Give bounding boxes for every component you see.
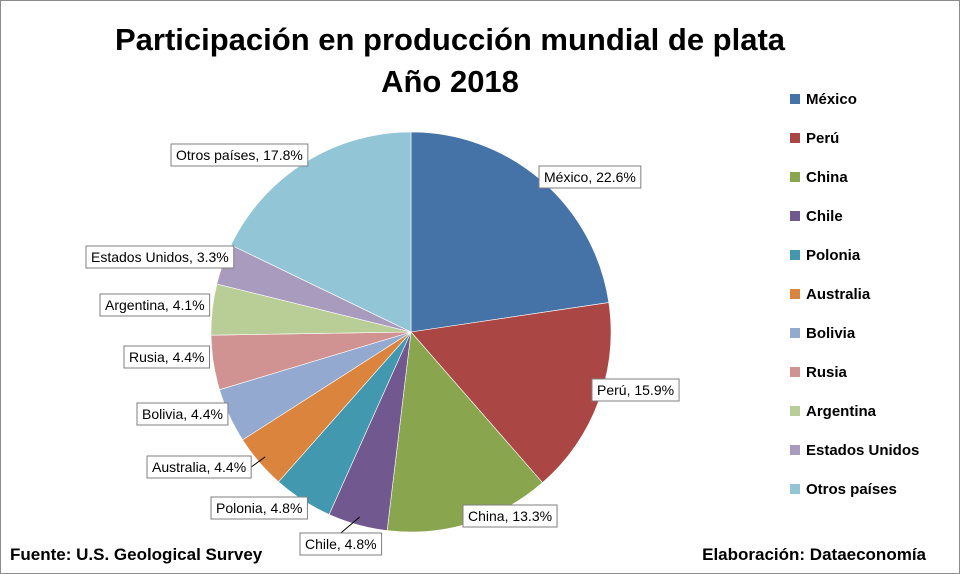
legend-swatch (790, 484, 800, 494)
data-label-box-3 (462, 504, 558, 528)
legend-label: Chile (806, 207, 843, 225)
legend-swatch (790, 133, 800, 143)
data-label-box-10 (85, 245, 235, 269)
data-label-box-11 (170, 143, 309, 167)
leader-line-6 (250, 456, 266, 468)
legend-swatch (790, 250, 800, 260)
chart-subtitle: Año 2018 (381, 64, 519, 99)
data-label-6: Australia, 4.4% (152, 459, 246, 475)
legend-item-6: Australia (790, 283, 870, 305)
legend-label: México (806, 90, 857, 108)
legend-item-4: Chile (790, 205, 843, 227)
data-label-box-9 (99, 293, 211, 317)
data-label-3: China, 13.3% (468, 508, 552, 524)
data-label-1: México, 22.6% (544, 169, 636, 185)
data-label-box-2 (591, 378, 680, 402)
data-label-4: Chile, 4.8% (305, 536, 377, 552)
legend-item-9: Argentina (790, 400, 876, 422)
credit-note: Elaboración: Dataeconomía (702, 545, 926, 564)
legend-label: Polonia (806, 246, 861, 264)
data-label-box-6 (146, 455, 252, 479)
data-label-box-1 (538, 165, 642, 189)
legend-item-7: Bolivia (790, 322, 855, 344)
legend-item-10: Estados Unidos (790, 439, 919, 461)
legend-label: Estados Unidos (806, 441, 920, 459)
legend-swatch (790, 94, 800, 104)
legend-item-1: México (790, 88, 857, 110)
legend-swatch (790, 367, 800, 377)
legend-label: Perú (806, 129, 840, 147)
legend-swatch (790, 289, 800, 299)
pie-slice-1 (410, 131, 610, 333)
legend-item-3: China (790, 166, 848, 188)
data-label-5: Polonia, 4.8% (216, 500, 302, 516)
legend-item-8: Rusia (790, 361, 847, 383)
legend-item-11: Otros países (790, 478, 897, 500)
legend-label: Argentina (806, 402, 877, 420)
legend-label: Rusia (806, 363, 847, 381)
data-label-9: Argentina, 4.1% (105, 297, 205, 313)
data-label-7: Bolivia, 4.4% (142, 406, 223, 422)
data-label-box-4 (299, 532, 383, 556)
data-label-10: Estados Unidos, 3.3% (91, 249, 229, 265)
source-note: Fuente: U.S. Geological Survey (10, 545, 263, 564)
data-label-8: Rusia, 4.4% (129, 349, 204, 365)
legend-swatch (790, 211, 800, 221)
legend-item-5: Polonia (790, 244, 860, 266)
legend-label: Bolivia (806, 324, 856, 342)
data-label-box-8 (123, 345, 210, 369)
legend-label: Australia (806, 285, 871, 303)
chart-title: Participación en producción mundial de p… (114, 22, 786, 57)
legend-label: Otros países (806, 480, 897, 498)
data-label-box-7 (136, 402, 229, 426)
legend-swatch (790, 172, 800, 182)
legend-swatch (790, 445, 800, 455)
data-label-11: Otros países, 17.8% (176, 147, 303, 163)
data-label-2: Perú, 15.9% (597, 382, 674, 398)
data-label-box-5 (210, 496, 308, 520)
legend-swatch (790, 328, 800, 338)
legend-swatch (790, 406, 800, 416)
legend-item-2: Perú (790, 127, 839, 149)
legend-label: China (806, 168, 848, 186)
leader-line-4 (340, 516, 360, 534)
